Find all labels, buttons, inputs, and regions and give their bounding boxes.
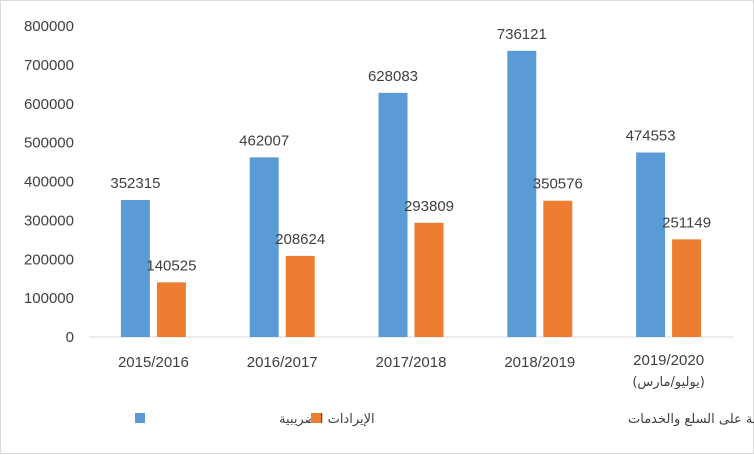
y-tick-label: 300000 [24, 212, 74, 229]
bar-series-2 [156, 282, 186, 337]
bar-series-1 [249, 157, 279, 337]
data-label-series-2: 350576 [533, 176, 583, 193]
data-label-series-1: 474553 [626, 128, 676, 145]
legend: الإيرادات الضريبية الضرائب على القيمة الم… [135, 412, 754, 427]
data-labels: 352315 140525 462007 208624 628083 293809 7361… [110, 26, 711, 275]
y-tick-label: 200000 [24, 251, 74, 268]
x-category-label: 2016/2017 [247, 354, 318, 371]
bar-series-2 [543, 200, 573, 337]
data-label-series-1: 462007 [239, 132, 289, 149]
bar-series-2 [672, 239, 702, 337]
bar-series-1 [120, 200, 150, 337]
x-category-label: 2019/2020 [633, 352, 704, 369]
data-label-series-1: 352315 [110, 175, 160, 192]
y-tick-label: 0 [66, 329, 74, 346]
data-label-series-1: 628083 [368, 68, 418, 85]
legend-label-series-2: الضرائب على القيمة المضافة على السلع وال… [628, 412, 754, 427]
x-category-sublabel: (يوليو/مارس) [632, 375, 705, 390]
bar-series-1 [378, 92, 408, 337]
legend-label-series-1: الإيرادات الضريبية [279, 412, 375, 427]
y-tick-label: 700000 [24, 57, 74, 74]
x-axis-category-labels: 2015/2016 2016/2017 2017/2018 2018/2019 2019… [118, 352, 705, 390]
y-tick-label: 800000 [24, 18, 74, 35]
x-category-label: 2018/2019 [504, 354, 575, 371]
x-category-label: 2015/2016 [118, 354, 189, 371]
legend-swatch-series-1 [135, 413, 145, 423]
data-label-series-2: 208624 [275, 231, 325, 248]
y-tick-label: 100000 [24, 290, 74, 307]
bar-series-2 [285, 255, 315, 337]
y-axis-tick-labels: 0 100000 200000 300000 400000 500000 600000 700… [24, 18, 74, 346]
bars [120, 50, 702, 338]
bar-series-1 [636, 152, 666, 337]
x-category-label: 2017/2018 [376, 354, 447, 371]
y-tick-label: 600000 [24, 96, 74, 113]
data-label-series-2: 251149 [662, 214, 711, 231]
legend-swatch-series-2 [311, 413, 321, 423]
data-label-series-2: 140525 [146, 257, 196, 274]
data-label-series-2: 293809 [404, 198, 454, 215]
y-tick-label: 400000 [24, 174, 74, 191]
data-label-series-1: 736121 [497, 26, 547, 43]
y-tick-label: 500000 [24, 135, 74, 152]
bar-series-2 [414, 222, 444, 337]
bar-series-1 [507, 50, 537, 338]
